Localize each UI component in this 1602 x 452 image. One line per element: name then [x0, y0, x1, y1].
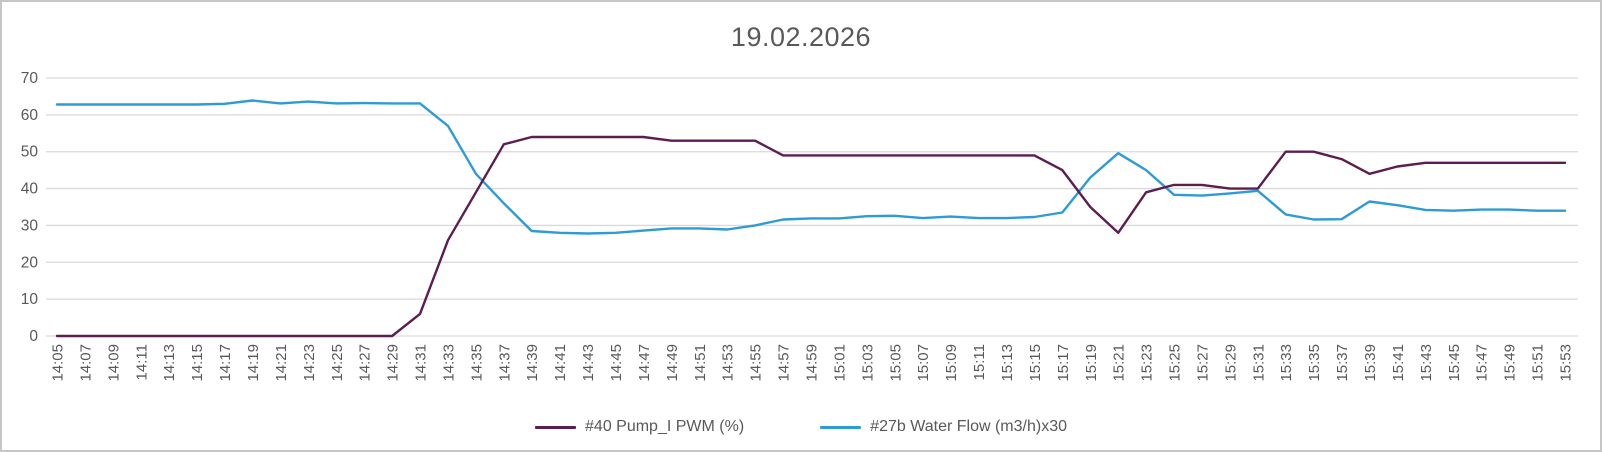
water-flow-series-line	[55, 99, 1567, 235]
water-flow-line-swatch	[820, 425, 862, 429]
x-axis-tick-label: 14:07	[77, 344, 94, 382]
x-axis-tick-label: 15:01	[831, 344, 848, 382]
x-axis-tick-label: 14:47	[636, 344, 653, 382]
x-axis-tick-label: 14:21	[273, 344, 290, 382]
pump-pwm-series-line	[55, 135, 1567, 338]
x-axis-tick-label: 15:13	[999, 344, 1016, 382]
legend-label-pump-pwm: #40 Pump_I PWM (%)	[585, 418, 745, 435]
x-axis-tick-label: 14:49	[664, 344, 681, 382]
x-axis-tick-label: 14:57	[776, 344, 793, 382]
legend-label-water-flow: #27b Water Flow (m3/h)x30	[870, 418, 1067, 435]
x-axis-tick-label: 14:13	[161, 344, 178, 382]
x-axis-tick-label: 15:21	[1111, 344, 1128, 382]
y-axis-tick-label: 70	[21, 70, 39, 87]
x-axis-tick-label: 14:23	[301, 344, 318, 382]
x-axis-tick-label: 15:05	[887, 344, 904, 382]
x-axis-tick-label: 14:05	[50, 344, 67, 382]
x-axis-tick-label: 14:15	[189, 344, 206, 382]
x-axis-tick-label: 15:23	[1139, 344, 1156, 382]
x-axis-tick-label: 15:29	[1222, 344, 1239, 382]
x-axis-tick-label: 14:09	[105, 344, 122, 382]
y-axis-tick-label: 50	[21, 144, 39, 161]
x-axis-tick-label: 14:51	[692, 344, 709, 382]
x-axis-tick-label: 14:19	[245, 344, 262, 382]
x-axis-tick-label: 15:37	[1334, 344, 1351, 382]
x-axis-tick-label: 14:55	[748, 344, 765, 382]
x-axis-tick-label: 15:15	[1027, 344, 1044, 382]
x-axis-tick-label: 15:43	[1418, 344, 1435, 382]
x-axis-tick-label: 14:43	[580, 344, 597, 382]
x-axis-tick-label: 15:27	[1194, 344, 1211, 382]
x-axis-tick-label: 14:59	[804, 344, 821, 382]
x-axis-tick-label: 15:35	[1306, 344, 1323, 382]
y-axis-tick-label: 40	[21, 181, 39, 198]
y-axis-tick-label: 30	[21, 217, 39, 234]
x-axis-tick-label: 14:53	[720, 344, 737, 382]
y-axis-tick-label: 60	[21, 107, 39, 124]
x-axis-tick-label: 15:41	[1390, 344, 1407, 382]
x-axis-tick-label: 15:11	[971, 344, 988, 380]
x-axis-tick-label: 14:11	[133, 344, 150, 380]
x-axis-tick-label: 15:49	[1502, 344, 1519, 382]
legend-item-pump-pwm: #40 Pump_I PWM (%)	[535, 418, 744, 436]
legend-item-water-flow: #27b Water Flow (m3/h)x30	[820, 418, 1067, 436]
x-axis-tick-label: 14:25	[329, 344, 346, 382]
x-axis-tick-label: 15:07	[915, 344, 932, 382]
chart-title: 19.02.2026	[730, 22, 872, 52]
x-axis-tick-label: 14:37	[496, 344, 513, 382]
x-axis-tick-label: 15:53	[1558, 344, 1575, 382]
x-axis-tick-label: 15:47	[1474, 344, 1491, 382]
x-axis-tick-label: 15:33	[1278, 344, 1295, 382]
x-axis-tick-label: 15:17	[1055, 344, 1072, 382]
x-axis-tick-label: 15:45	[1446, 344, 1463, 382]
y-axis-tick-label: 10	[21, 291, 39, 308]
x-axis-tick-label: 14:17	[217, 344, 234, 382]
x-axis-tick-label: 15:19	[1083, 344, 1100, 382]
y-axis-tick-label: 0	[29, 328, 38, 345]
pump-pwm-line-swatch	[535, 425, 577, 429]
x-axis-tick-label: 14:29	[385, 344, 402, 382]
x-axis-tick-label: 14:27	[357, 344, 374, 382]
x-axis-tick-label: 14:41	[552, 344, 569, 382]
x-axis-tick-label: 14:39	[524, 344, 541, 382]
x-axis-tick-label: 15:25	[1167, 344, 1184, 382]
x-axis-tick-label: 15:09	[943, 344, 960, 382]
x-axis-tick-label: 14:31	[413, 344, 430, 382]
x-axis-tick-label: 14:33	[440, 344, 457, 382]
x-axis-tick-label: 14:35	[468, 344, 485, 382]
x-axis-tick-label: 15:39	[1362, 344, 1379, 382]
legend: #40 Pump_I PWM (%) #27b Water Flow (m3/h…	[2, 418, 1600, 436]
x-axis-tick-label: 15:03	[859, 344, 876, 382]
x-axis-tick-label: 14:45	[608, 344, 625, 382]
x-axis-tick-label: 15:31	[1250, 344, 1267, 382]
x-axis-tick-label: 15:51	[1530, 344, 1547, 382]
y-axis-tick-label: 20	[21, 254, 39, 271]
